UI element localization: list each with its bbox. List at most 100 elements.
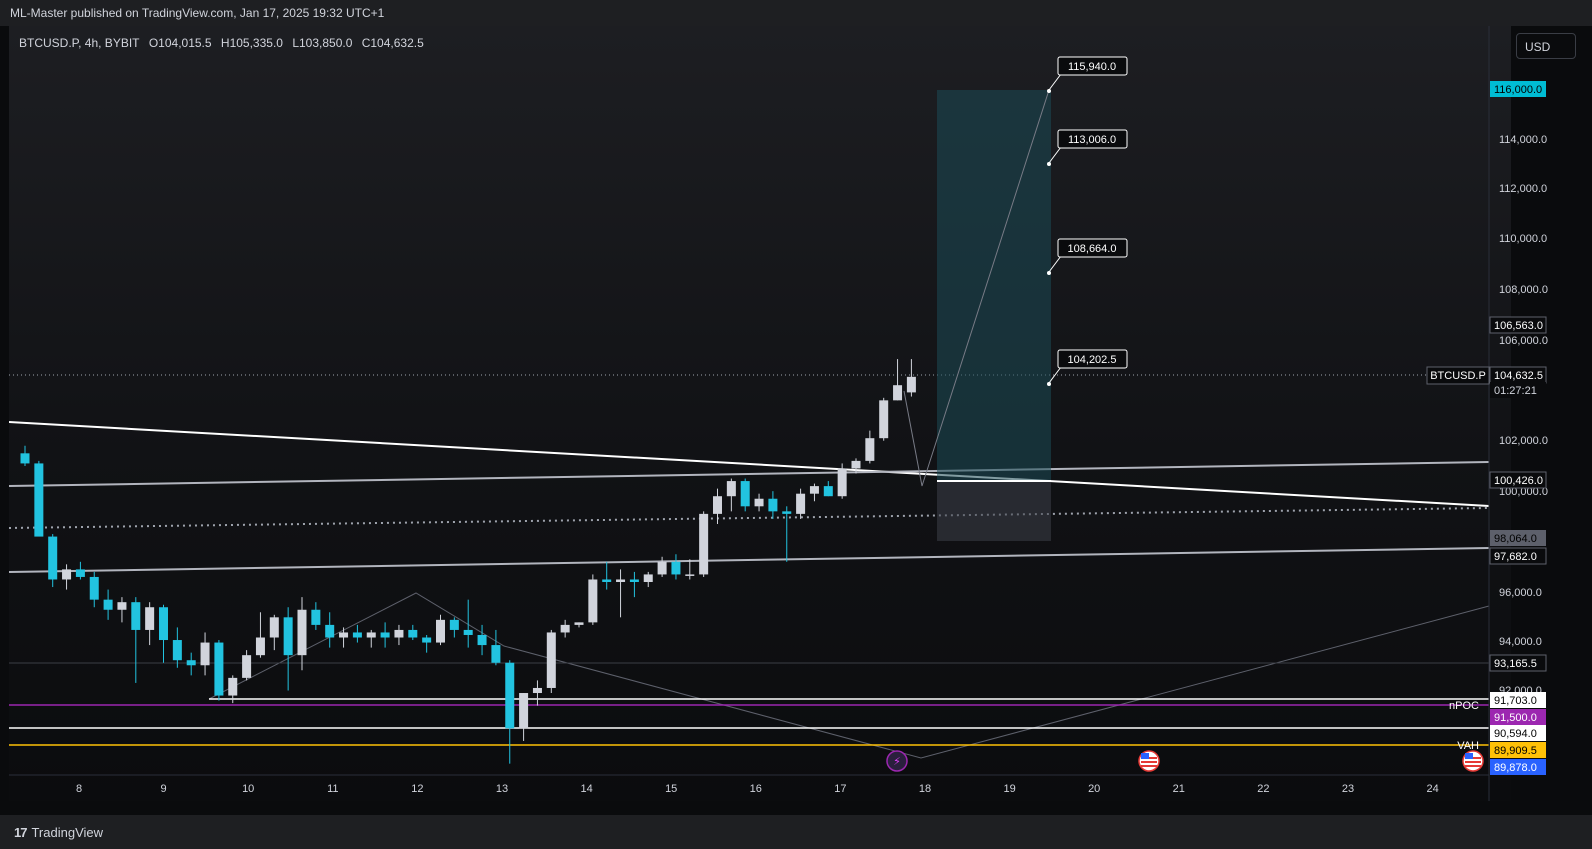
callout-2[interactable]: 113,006.0: [1047, 129, 1128, 166]
chart-area[interactable]: 115,940.0 113,006.0 108,664.0 104,202.5 …: [9, 26, 1592, 801]
candle: [602, 561, 612, 590]
price-label: 89,909.5: [1490, 742, 1546, 758]
price-label-text: 106,563.0: [1494, 320, 1543, 332]
time-tick: 23: [1342, 783, 1354, 795]
symbol-tag-text: BTCUSD.P: [1430, 370, 1486, 382]
price-label: 01:27:21: [1490, 382, 1546, 398]
price-tick: 96,000.0: [1499, 587, 1542, 599]
callout-4[interactable]: 104,202.5: [1047, 349, 1128, 386]
candle: [62, 564, 72, 590]
candle: [186, 652, 196, 676]
channel-lower-line[interactable]: [9, 547, 1490, 573]
legend-low: L103,850.0: [292, 36, 353, 50]
price-label-text: 98,064.0: [1494, 533, 1537, 545]
time-tick: 18: [919, 783, 931, 795]
candle: [560, 619, 570, 638]
stop-zone-box[interactable]: [937, 481, 1051, 541]
top-bar: ML-Master published on TradingView.com, …: [0, 0, 1592, 26]
candle: [422, 634, 432, 653]
price-label-text: 100,426.0: [1494, 475, 1543, 487]
candle: [255, 612, 265, 658]
time-tick: 8: [76, 783, 82, 795]
event-us-flag-icon[interactable]: [1138, 750, 1160, 772]
time-tick: 11: [327, 783, 338, 795]
target-zone-box[interactable]: [937, 90, 1051, 481]
bottom-bar: 17 TradingView: [0, 815, 1592, 849]
candle: [436, 614, 445, 646]
candle: [643, 571, 653, 588]
price-label-text: 104,632.5: [1494, 370, 1543, 382]
price-label: 116,000.0: [1490, 81, 1546, 97]
legend-symbol[interactable]: BTCUSD.P, 4h, BYBIT: [19, 36, 140, 50]
price-label: 100,426.0: [1489, 471, 1547, 489]
candle: [283, 607, 293, 691]
candle: [505, 660, 515, 764]
event-us-flag-icon[interactable]: [1462, 750, 1484, 772]
price-tick: 114,000.0: [1499, 134, 1547, 146]
time-axis[interactable]: 8 9 10 11 12 13 14 15 16 17 18 19 20 21 22 23 24: [76, 783, 1439, 795]
candle: [699, 511, 709, 577]
candle: [117, 597, 127, 623]
time-tick: 21: [1173, 783, 1185, 795]
candle: [837, 463, 847, 499]
time-tick: 22: [1257, 783, 1269, 795]
candle: [879, 397, 889, 441]
callout-4-text: 104,202.5: [1068, 354, 1117, 366]
event-lightning-icon[interactable]: ⚡: [886, 750, 908, 772]
candle: [297, 597, 307, 671]
price-label: 104,632.5: [1489, 366, 1547, 384]
time-tick: 9: [161, 783, 167, 795]
candle: [768, 491, 778, 519]
candle: [823, 481, 833, 497]
callout-1[interactable]: 115,940.0: [1047, 56, 1128, 93]
chart-canvas[interactable]: 115,940.0 113,006.0 108,664.0 104,202.5 …: [9, 26, 1592, 801]
candle: [893, 359, 903, 401]
candle: [449, 617, 459, 638]
descending-trendline[interactable]: [9, 421, 1490, 507]
candle: [408, 624, 418, 641]
price-label: 97,682.0: [1489, 547, 1547, 565]
price-label-text: 89,878.0: [1494, 762, 1537, 774]
time-tick: 19: [1003, 783, 1015, 795]
candle: [214, 640, 224, 701]
price-label: 91,500.0: [1490, 709, 1546, 725]
candle: [906, 359, 916, 397]
candle: [89, 571, 99, 608]
candle: [809, 483, 819, 502]
time-tick: 15: [665, 783, 677, 795]
candle: [75, 561, 85, 580]
candle: [629, 571, 639, 598]
brand-name: TradingView: [31, 825, 104, 840]
tradingview-logo[interactable]: 17 TradingView: [14, 825, 103, 840]
price-axis[interactable]: 114,000.0 112,000.0 110,000.0 108,000.0 …: [1499, 134, 1548, 697]
price-tick: 106,000.0: [1499, 335, 1548, 347]
candle: [477, 624, 487, 656]
price-label: 98,064.0: [1490, 530, 1546, 546]
candle: [145, 602, 155, 646]
candle: [159, 604, 168, 663]
price-label: 106,563.0: [1489, 316, 1547, 334]
candle: [671, 554, 681, 580]
candle: [519, 693, 529, 741]
price-label: 89,878.0: [1490, 759, 1546, 775]
callout-3[interactable]: 108,664.0: [1047, 238, 1128, 275]
channel-upper-line[interactable]: [9, 461, 1490, 487]
candle: [20, 445, 30, 466]
price-label-text: 93,165.5: [1494, 658, 1537, 670]
candle: [713, 488, 722, 524]
candle: [754, 493, 764, 512]
currency-button[interactable]: USD: [1516, 33, 1576, 59]
candle: [242, 650, 252, 681]
candle: [131, 597, 141, 683]
candle: [200, 632, 210, 676]
price-tick: 94,000.0: [1499, 636, 1542, 648]
callout-3-text: 108,664.0: [1068, 243, 1117, 255]
price-tick: 102,000.0: [1499, 435, 1548, 447]
publisher-line: ML-Master published on TradingView.com, …: [10, 6, 385, 20]
vah-label: VAH: [1457, 740, 1479, 752]
price-label-text: 91,500.0: [1494, 712, 1537, 724]
drawing-layer: [9, 89, 1490, 759]
candle: [394, 624, 404, 646]
price-tick: 100,000.0: [1499, 486, 1548, 498]
time-tick: 24: [1426, 783, 1438, 795]
